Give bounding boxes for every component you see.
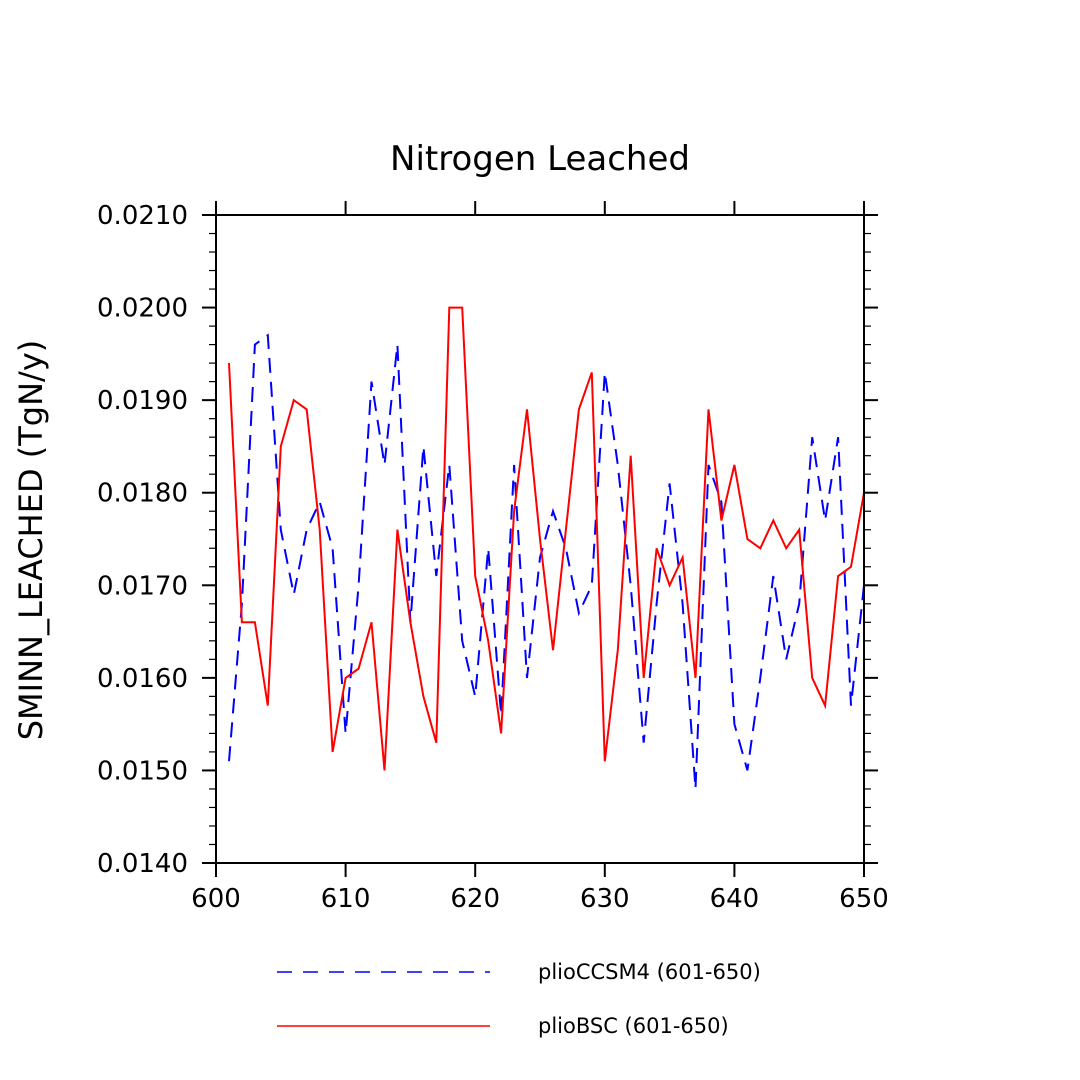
- x-tick-label: 650: [839, 884, 889, 914]
- x-tick-label: 620: [450, 884, 500, 914]
- y-tick-label: 0.0140: [97, 849, 188, 879]
- y-tick-label: 0.0170: [97, 571, 188, 601]
- y-tick-label: 0.0150: [97, 756, 188, 786]
- plot-frame: [215, 214, 865, 864]
- series-line-pliobsc: [228, 306, 865, 771]
- axis-ticks: [202, 201, 878, 877]
- x-tick-label: 610: [321, 884, 371, 914]
- legend-label-pliobsc: plioBSC (601-650): [538, 1014, 729, 1038]
- x-tick-label: 630: [580, 884, 630, 914]
- y-tick-label: 0.0180: [97, 479, 188, 509]
- tick-labels: 600 610 620 630 640 650 0.0140 0.0150 0.0160 0.01…: [97, 201, 889, 914]
- chart-title: Nitrogen Leached: [390, 139, 690, 179]
- y-tick-label: 0.0160: [97, 664, 188, 694]
- y-tick-label: 0.0200: [97, 294, 188, 324]
- y-axis-label: SMINN_LEACHED (TgN/y): [12, 340, 50, 741]
- series-lines: [228, 306, 865, 789]
- legend-label-plioccsm4: plioCCSM4 (601-650): [538, 960, 761, 984]
- series-line-plioccsm4: [228, 333, 865, 789]
- legend: plioCCSM4 (601-650) plioBSC (601-650): [277, 960, 761, 1038]
- y-tick-label: 0.0210: [97, 201, 188, 231]
- y-tick-label: 0.0190: [97, 386, 188, 416]
- x-tick-label: 600: [191, 884, 241, 914]
- x-tick-label: 640: [710, 884, 760, 914]
